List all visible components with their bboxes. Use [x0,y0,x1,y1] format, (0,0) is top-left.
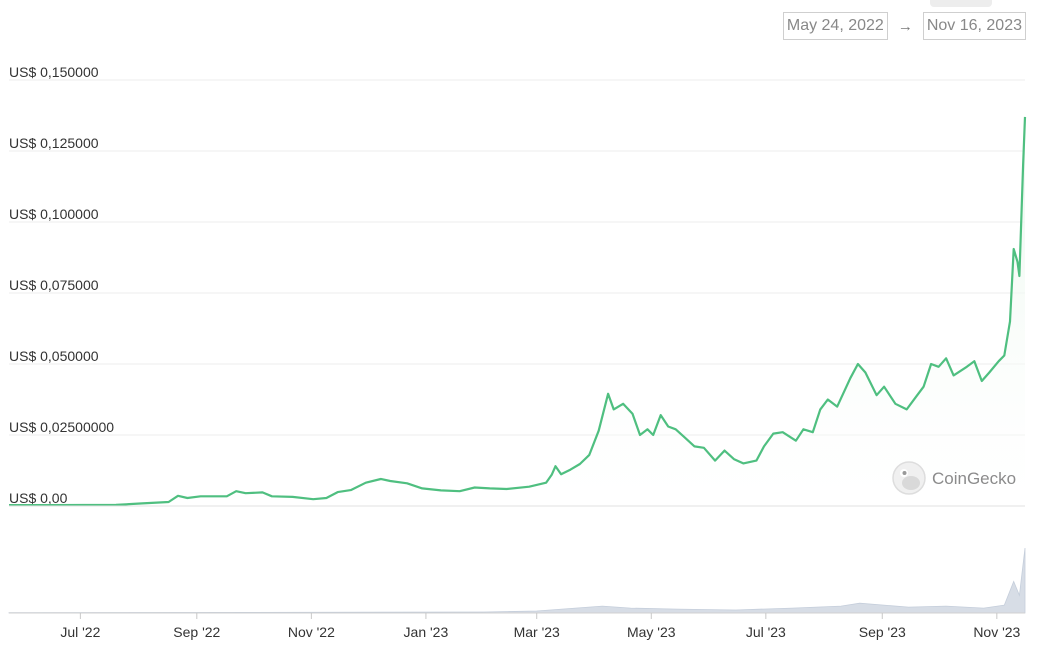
y-tick-label: US$ 0,050000 [9,348,99,364]
y-tick-label: US$ 0,02500000 [9,419,114,435]
x-tick-label: Mar '23 [514,624,560,640]
date-range-picker: May 24, 2022 → Nov 16, 2023 [782,12,1026,40]
y-tick-label: US$ 0,00 [9,490,68,506]
x-tick-label: Jul '22 [60,624,100,640]
range-arrow-icon: → [897,17,913,35]
end-date-input[interactable]: Nov 16, 2023 [922,12,1026,40]
y-tick-label: US$ 0,100000 [9,206,99,222]
period-tab-highlight[interactable] [930,0,992,7]
y-tick-label: US$ 0,125000 [9,135,99,151]
volume-area [8,547,1026,614]
price-line [9,116,1027,507]
coingecko-watermark: CoinGecko [892,461,1016,495]
y-tick-label: US$ 0,150000 [9,64,99,80]
x-tick-label: Jul '23 [746,624,786,640]
x-tick-label: Sep '22 [173,624,220,640]
y-tick-label: US$ 0,075000 [9,277,99,293]
gecko-logo-icon [892,461,926,495]
start-date-input[interactable]: May 24, 2022 [782,12,888,40]
x-tick-label: Nov '22 [288,624,335,640]
price-area-fill [9,116,1025,507]
watermark-text: CoinGecko [932,469,1016,488]
x-tick-label: Sep '23 [859,624,906,640]
x-tick-label: Jan '23 [404,624,449,640]
x-tick-label: May '23 [627,624,676,640]
x-tick-label: Nov '23 [973,624,1020,640]
